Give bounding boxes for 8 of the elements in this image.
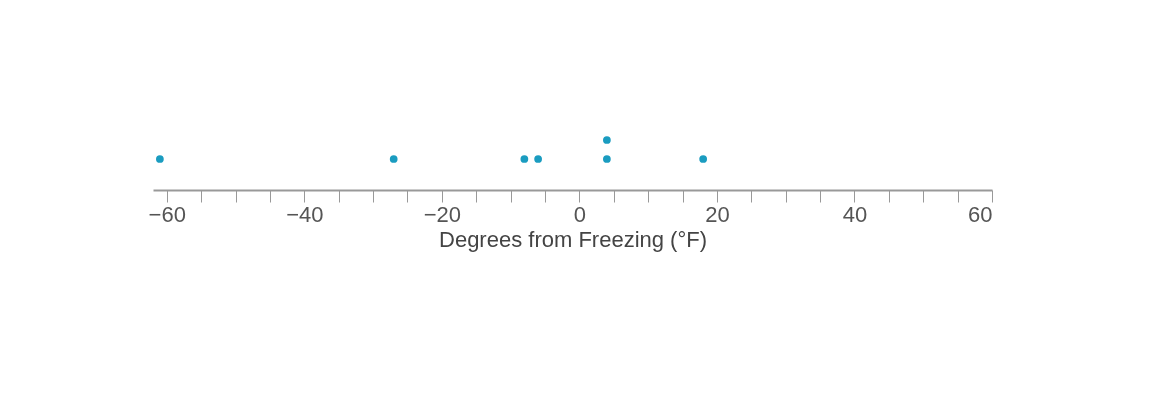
x-tick-label: 60 (968, 201, 993, 227)
x-tick-label: 40 (842, 201, 868, 227)
x-axis-title: Degrees from Freezing (°F) (439, 226, 707, 252)
x-tick-label: −60 (148, 201, 186, 227)
x-tick-label: −20 (423, 201, 461, 227)
x-tick-label: −40 (286, 201, 324, 227)
x-tick-label: 20 (705, 201, 730, 227)
x-tick-label: 0 (573, 201, 586, 227)
